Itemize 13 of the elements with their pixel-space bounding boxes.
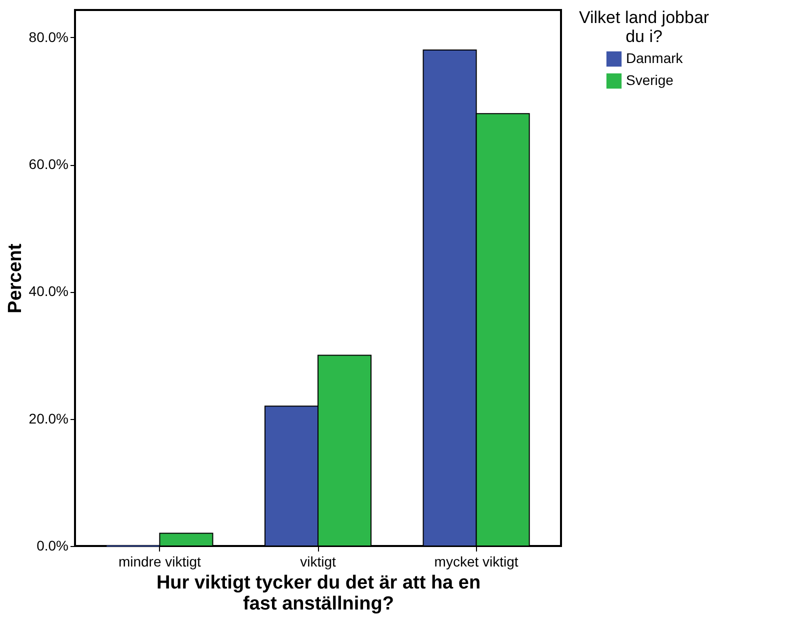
x-tick-label: mycket viktigt [434,554,518,570]
y-tick-label: 20.0% [28,410,68,426]
y-tick-label: 0.0% [36,538,68,554]
y-tick-label: 40.0% [28,283,68,300]
y-tick-label: 80.0% [28,28,68,45]
x-axis-title: Hur viktigt tycker du det är att ha en fast anställning? [156,572,481,614]
legend-label: Sverige [626,72,674,88]
legend-title: Vilket land jobbar du i? [578,8,710,46]
legend-label: Danmark [626,50,684,66]
x-tick-label: viktigt [300,554,336,570]
y-axis-title: Percent [4,242,26,314]
y-tick-label: 60.0% [28,156,68,172]
x-tick-label: mindre viktigt [118,554,202,570]
